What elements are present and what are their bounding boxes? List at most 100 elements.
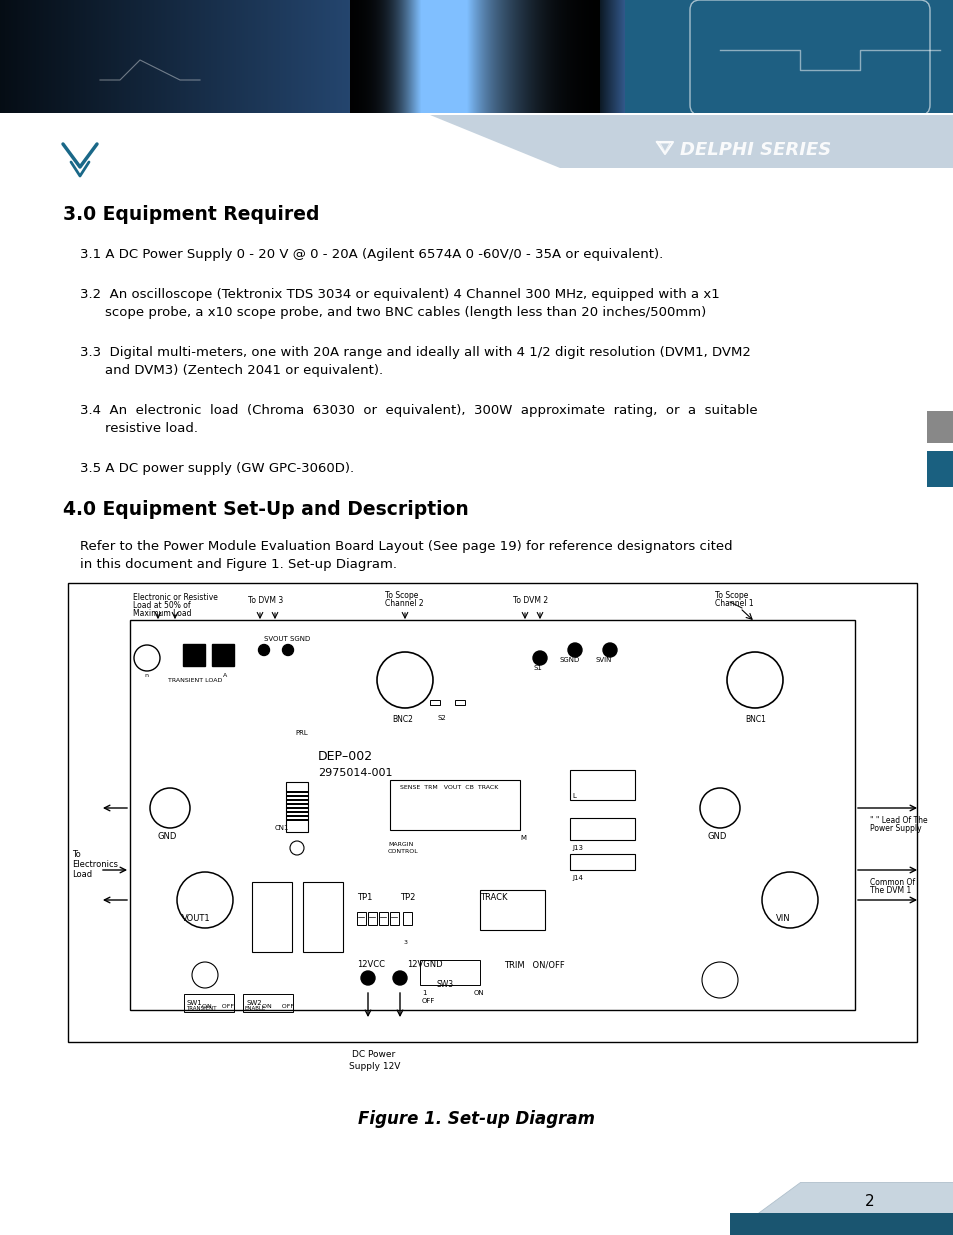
Bar xyxy=(91,0,92,115)
Bar xyxy=(477,0,478,115)
Bar xyxy=(210,0,211,115)
Bar xyxy=(620,0,621,115)
Bar xyxy=(577,0,578,115)
Circle shape xyxy=(602,643,617,657)
Bar xyxy=(381,0,382,115)
Bar xyxy=(729,1213,953,1235)
Bar xyxy=(431,0,432,115)
Bar xyxy=(505,0,506,115)
Bar xyxy=(475,0,476,115)
Polygon shape xyxy=(430,115,953,168)
Bar xyxy=(464,0,465,115)
Bar xyxy=(618,0,619,115)
Bar xyxy=(598,0,599,115)
Text: Channel 2: Channel 2 xyxy=(385,599,423,608)
Text: ON     OFF: ON OFF xyxy=(262,1004,294,1009)
Bar xyxy=(230,0,231,115)
Bar xyxy=(212,643,233,666)
Bar xyxy=(148,0,149,115)
Text: OFF: OFF xyxy=(421,998,435,1004)
Bar xyxy=(313,0,314,115)
Bar xyxy=(469,0,470,115)
Bar xyxy=(413,0,414,115)
Bar xyxy=(419,960,479,986)
Text: To: To xyxy=(71,850,81,860)
Bar xyxy=(9,0,10,115)
Bar xyxy=(554,0,555,115)
Bar xyxy=(539,0,540,115)
Bar xyxy=(476,0,477,115)
Bar xyxy=(605,0,606,115)
Bar xyxy=(83,0,84,115)
Bar xyxy=(123,0,124,115)
Bar xyxy=(130,0,131,115)
Bar xyxy=(271,0,272,115)
Bar xyxy=(180,0,181,115)
Circle shape xyxy=(533,651,546,664)
Bar xyxy=(168,0,169,115)
Bar xyxy=(306,0,307,115)
Bar xyxy=(472,0,473,115)
Bar xyxy=(104,0,105,115)
Bar xyxy=(55,0,56,115)
Bar xyxy=(233,0,234,115)
Bar xyxy=(257,0,258,115)
Bar xyxy=(187,0,188,115)
Text: Electronic or Resistive: Electronic or Resistive xyxy=(132,593,217,601)
Bar xyxy=(43,0,44,115)
Bar xyxy=(597,0,598,115)
Bar xyxy=(68,0,69,115)
Bar xyxy=(311,0,312,115)
Bar xyxy=(460,0,461,115)
Bar xyxy=(78,0,79,115)
Bar xyxy=(340,0,341,115)
Bar xyxy=(147,0,148,115)
Bar xyxy=(4,0,5,115)
Text: SGND: SGND xyxy=(559,657,579,663)
Bar xyxy=(394,0,395,115)
Bar xyxy=(412,0,413,115)
Bar xyxy=(288,0,289,115)
Bar xyxy=(371,0,372,115)
Text: To Scope: To Scope xyxy=(714,592,747,600)
Bar xyxy=(442,0,443,115)
Bar xyxy=(171,0,172,115)
Bar xyxy=(206,0,207,115)
Bar xyxy=(615,0,616,115)
Bar xyxy=(622,0,623,115)
Bar xyxy=(548,0,550,115)
Bar xyxy=(122,0,123,115)
Bar xyxy=(506,0,507,115)
Bar xyxy=(544,0,545,115)
Bar xyxy=(520,0,521,115)
Bar xyxy=(234,0,235,115)
Bar xyxy=(339,0,340,115)
Bar xyxy=(556,0,557,115)
Bar xyxy=(38,0,39,115)
Bar xyxy=(269,0,270,115)
Bar xyxy=(224,0,225,115)
Bar xyxy=(551,0,552,115)
Bar xyxy=(297,0,298,115)
Bar xyxy=(216,0,218,115)
Bar xyxy=(290,0,291,115)
Bar xyxy=(1,0,2,115)
Bar xyxy=(135,0,136,115)
Bar xyxy=(415,0,416,115)
Text: SENSE  TRM   VOUT  CB  TRACK: SENSE TRM VOUT CB TRACK xyxy=(399,785,497,790)
Bar xyxy=(444,0,446,115)
Bar xyxy=(293,0,294,115)
Bar xyxy=(251,0,252,115)
Bar xyxy=(427,0,428,115)
Bar xyxy=(82,0,83,115)
Bar xyxy=(283,0,284,115)
Bar xyxy=(252,0,253,115)
Bar xyxy=(99,0,100,115)
Bar xyxy=(37,0,38,115)
Bar xyxy=(260,0,261,115)
Bar xyxy=(407,0,408,115)
Polygon shape xyxy=(754,1182,953,1215)
Text: TRACK: TRACK xyxy=(479,893,507,902)
Bar xyxy=(149,0,150,115)
Bar xyxy=(95,0,96,115)
